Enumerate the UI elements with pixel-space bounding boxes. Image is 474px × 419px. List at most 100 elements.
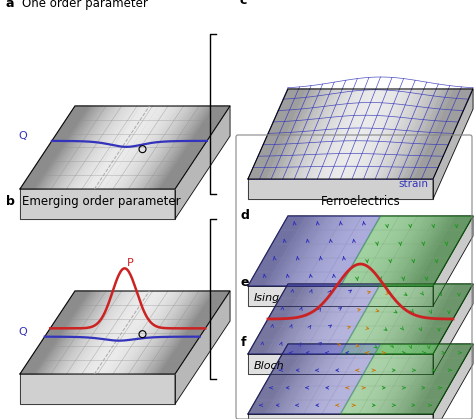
Polygon shape	[362, 216, 405, 286]
Polygon shape	[389, 89, 432, 179]
Polygon shape	[368, 284, 411, 354]
Polygon shape	[260, 344, 303, 414]
Polygon shape	[173, 106, 230, 189]
Polygon shape	[87, 106, 145, 189]
Polygon shape	[285, 216, 328, 286]
Polygon shape	[20, 291, 78, 374]
Polygon shape	[359, 344, 402, 414]
Polygon shape	[322, 89, 366, 179]
Polygon shape	[377, 344, 420, 414]
Polygon shape	[334, 344, 377, 414]
Polygon shape	[381, 344, 424, 414]
Polygon shape	[113, 291, 171, 374]
Polygon shape	[337, 284, 381, 354]
Text: Ising: Ising	[254, 293, 280, 303]
Polygon shape	[282, 344, 325, 414]
Polygon shape	[310, 216, 353, 286]
Polygon shape	[316, 284, 359, 354]
Polygon shape	[390, 284, 433, 354]
Polygon shape	[56, 291, 114, 374]
Polygon shape	[38, 291, 96, 374]
Polygon shape	[248, 216, 291, 286]
Polygon shape	[82, 106, 139, 189]
Polygon shape	[337, 344, 381, 414]
Polygon shape	[270, 216, 313, 286]
Polygon shape	[346, 284, 390, 354]
Text: a: a	[6, 0, 15, 10]
Polygon shape	[430, 344, 473, 414]
Polygon shape	[383, 216, 427, 286]
Polygon shape	[157, 106, 215, 189]
Polygon shape	[414, 89, 458, 179]
Polygon shape	[411, 216, 455, 286]
Polygon shape	[393, 344, 436, 414]
Polygon shape	[346, 216, 390, 286]
Polygon shape	[103, 291, 160, 374]
Polygon shape	[144, 291, 201, 374]
Polygon shape	[270, 284, 313, 354]
Polygon shape	[350, 284, 393, 354]
Polygon shape	[374, 216, 418, 286]
Polygon shape	[294, 284, 337, 354]
Polygon shape	[33, 291, 91, 374]
Polygon shape	[248, 216, 381, 286]
Polygon shape	[66, 106, 124, 189]
Polygon shape	[116, 106, 173, 189]
Polygon shape	[344, 284, 387, 354]
Polygon shape	[159, 106, 217, 189]
Text: P: P	[127, 259, 134, 269]
Polygon shape	[98, 106, 155, 189]
Polygon shape	[353, 216, 396, 286]
Polygon shape	[310, 284, 353, 354]
Text: strain: strain	[398, 179, 428, 189]
Polygon shape	[257, 284, 301, 354]
Polygon shape	[141, 291, 199, 374]
Polygon shape	[356, 344, 399, 414]
Polygon shape	[90, 106, 147, 189]
Polygon shape	[420, 216, 464, 286]
Polygon shape	[400, 89, 443, 179]
Polygon shape	[418, 216, 461, 286]
Polygon shape	[105, 106, 163, 189]
Polygon shape	[257, 216, 301, 286]
Polygon shape	[307, 216, 350, 286]
Polygon shape	[252, 89, 295, 179]
Polygon shape	[159, 291, 217, 374]
Polygon shape	[162, 106, 219, 189]
Polygon shape	[402, 284, 445, 354]
Polygon shape	[98, 291, 155, 374]
Polygon shape	[61, 106, 119, 189]
Polygon shape	[340, 344, 473, 414]
Polygon shape	[402, 216, 445, 286]
Polygon shape	[322, 344, 365, 414]
Polygon shape	[126, 106, 183, 189]
Polygon shape	[144, 106, 201, 189]
Polygon shape	[248, 414, 433, 419]
Polygon shape	[36, 291, 93, 374]
Polygon shape	[48, 291, 106, 374]
Polygon shape	[289, 89, 332, 179]
Polygon shape	[118, 106, 176, 189]
Polygon shape	[311, 89, 355, 179]
Polygon shape	[307, 284, 350, 354]
Polygon shape	[20, 189, 175, 219]
Polygon shape	[255, 89, 299, 179]
Polygon shape	[377, 216, 420, 286]
Text: b: b	[6, 195, 15, 208]
Polygon shape	[329, 89, 373, 179]
Polygon shape	[316, 216, 359, 286]
Polygon shape	[155, 106, 212, 189]
Polygon shape	[170, 106, 228, 189]
Polygon shape	[348, 89, 392, 179]
Polygon shape	[95, 106, 153, 189]
Polygon shape	[303, 89, 347, 179]
Polygon shape	[251, 344, 294, 414]
Polygon shape	[51, 106, 109, 189]
Polygon shape	[359, 89, 403, 179]
Polygon shape	[368, 216, 411, 286]
Polygon shape	[292, 89, 336, 179]
Polygon shape	[116, 291, 173, 374]
Polygon shape	[381, 284, 424, 354]
Polygon shape	[365, 216, 408, 286]
Polygon shape	[100, 291, 158, 374]
